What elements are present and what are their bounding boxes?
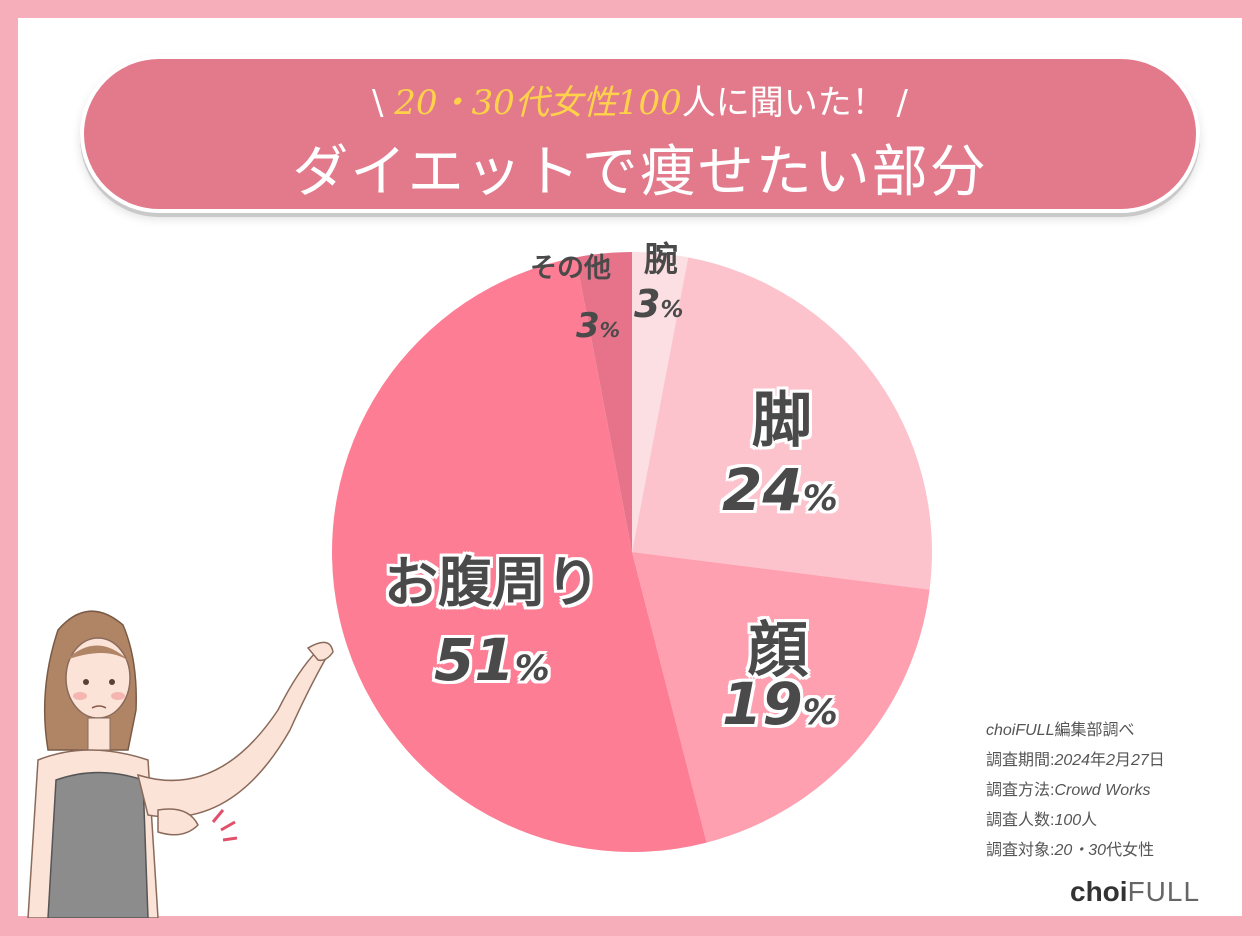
slice-face [632,552,930,843]
title-banner: \ 20・30代女性100人に聞いた！ / ダイエットで痩せたい部分 [80,55,1200,213]
slice-other [575,252,632,552]
value-belly: 51% [434,626,550,694]
note-target: 調査対象:20・30代女性 [986,842,1155,859]
chart-subtitle: \ 20・30代女性100人に聞いた！ / [84,75,1196,124]
value-arm: 3% [634,282,684,326]
subtitle-age: 20・30 [394,83,515,123]
note-source: choiFULL編集部調べ [986,722,1135,739]
woman-illustration-icon [27,610,334,918]
slice-arm [632,252,689,552]
note-period: 調査期間:2024年2月27日 [986,752,1165,769]
chart-title: ダイエットで痩せたい部分 [292,140,988,205]
value-other: 3% [576,306,621,346]
slice-legs [632,257,932,590]
survey-notes: choiFULL編集部調べ 調査期間:2024年2月27日 調査方法:Crowd… [986,716,1165,866]
label-arm: 腕 [644,240,678,280]
label-other: その他 [530,253,611,284]
value-legs: 24% [722,456,838,524]
subtitle-gender: 代女性 [514,83,617,123]
subtitle-slash: \ [372,83,395,123]
label-face: 顔 [748,616,808,686]
value-face: 19% [722,670,838,738]
note-count: 調査人数:100人 [986,812,1098,829]
note-method: 調査方法:Crowd Works [986,782,1151,799]
subtitle-end: 人に聞いた！ / [681,83,908,123]
subtitle-count: 100 [616,83,682,123]
choifull-logo: choiFULL [1070,876,1201,907]
label-belly: お腹周り [384,551,600,614]
slice-belly [332,257,707,852]
label-legs: 脚 [752,386,812,456]
